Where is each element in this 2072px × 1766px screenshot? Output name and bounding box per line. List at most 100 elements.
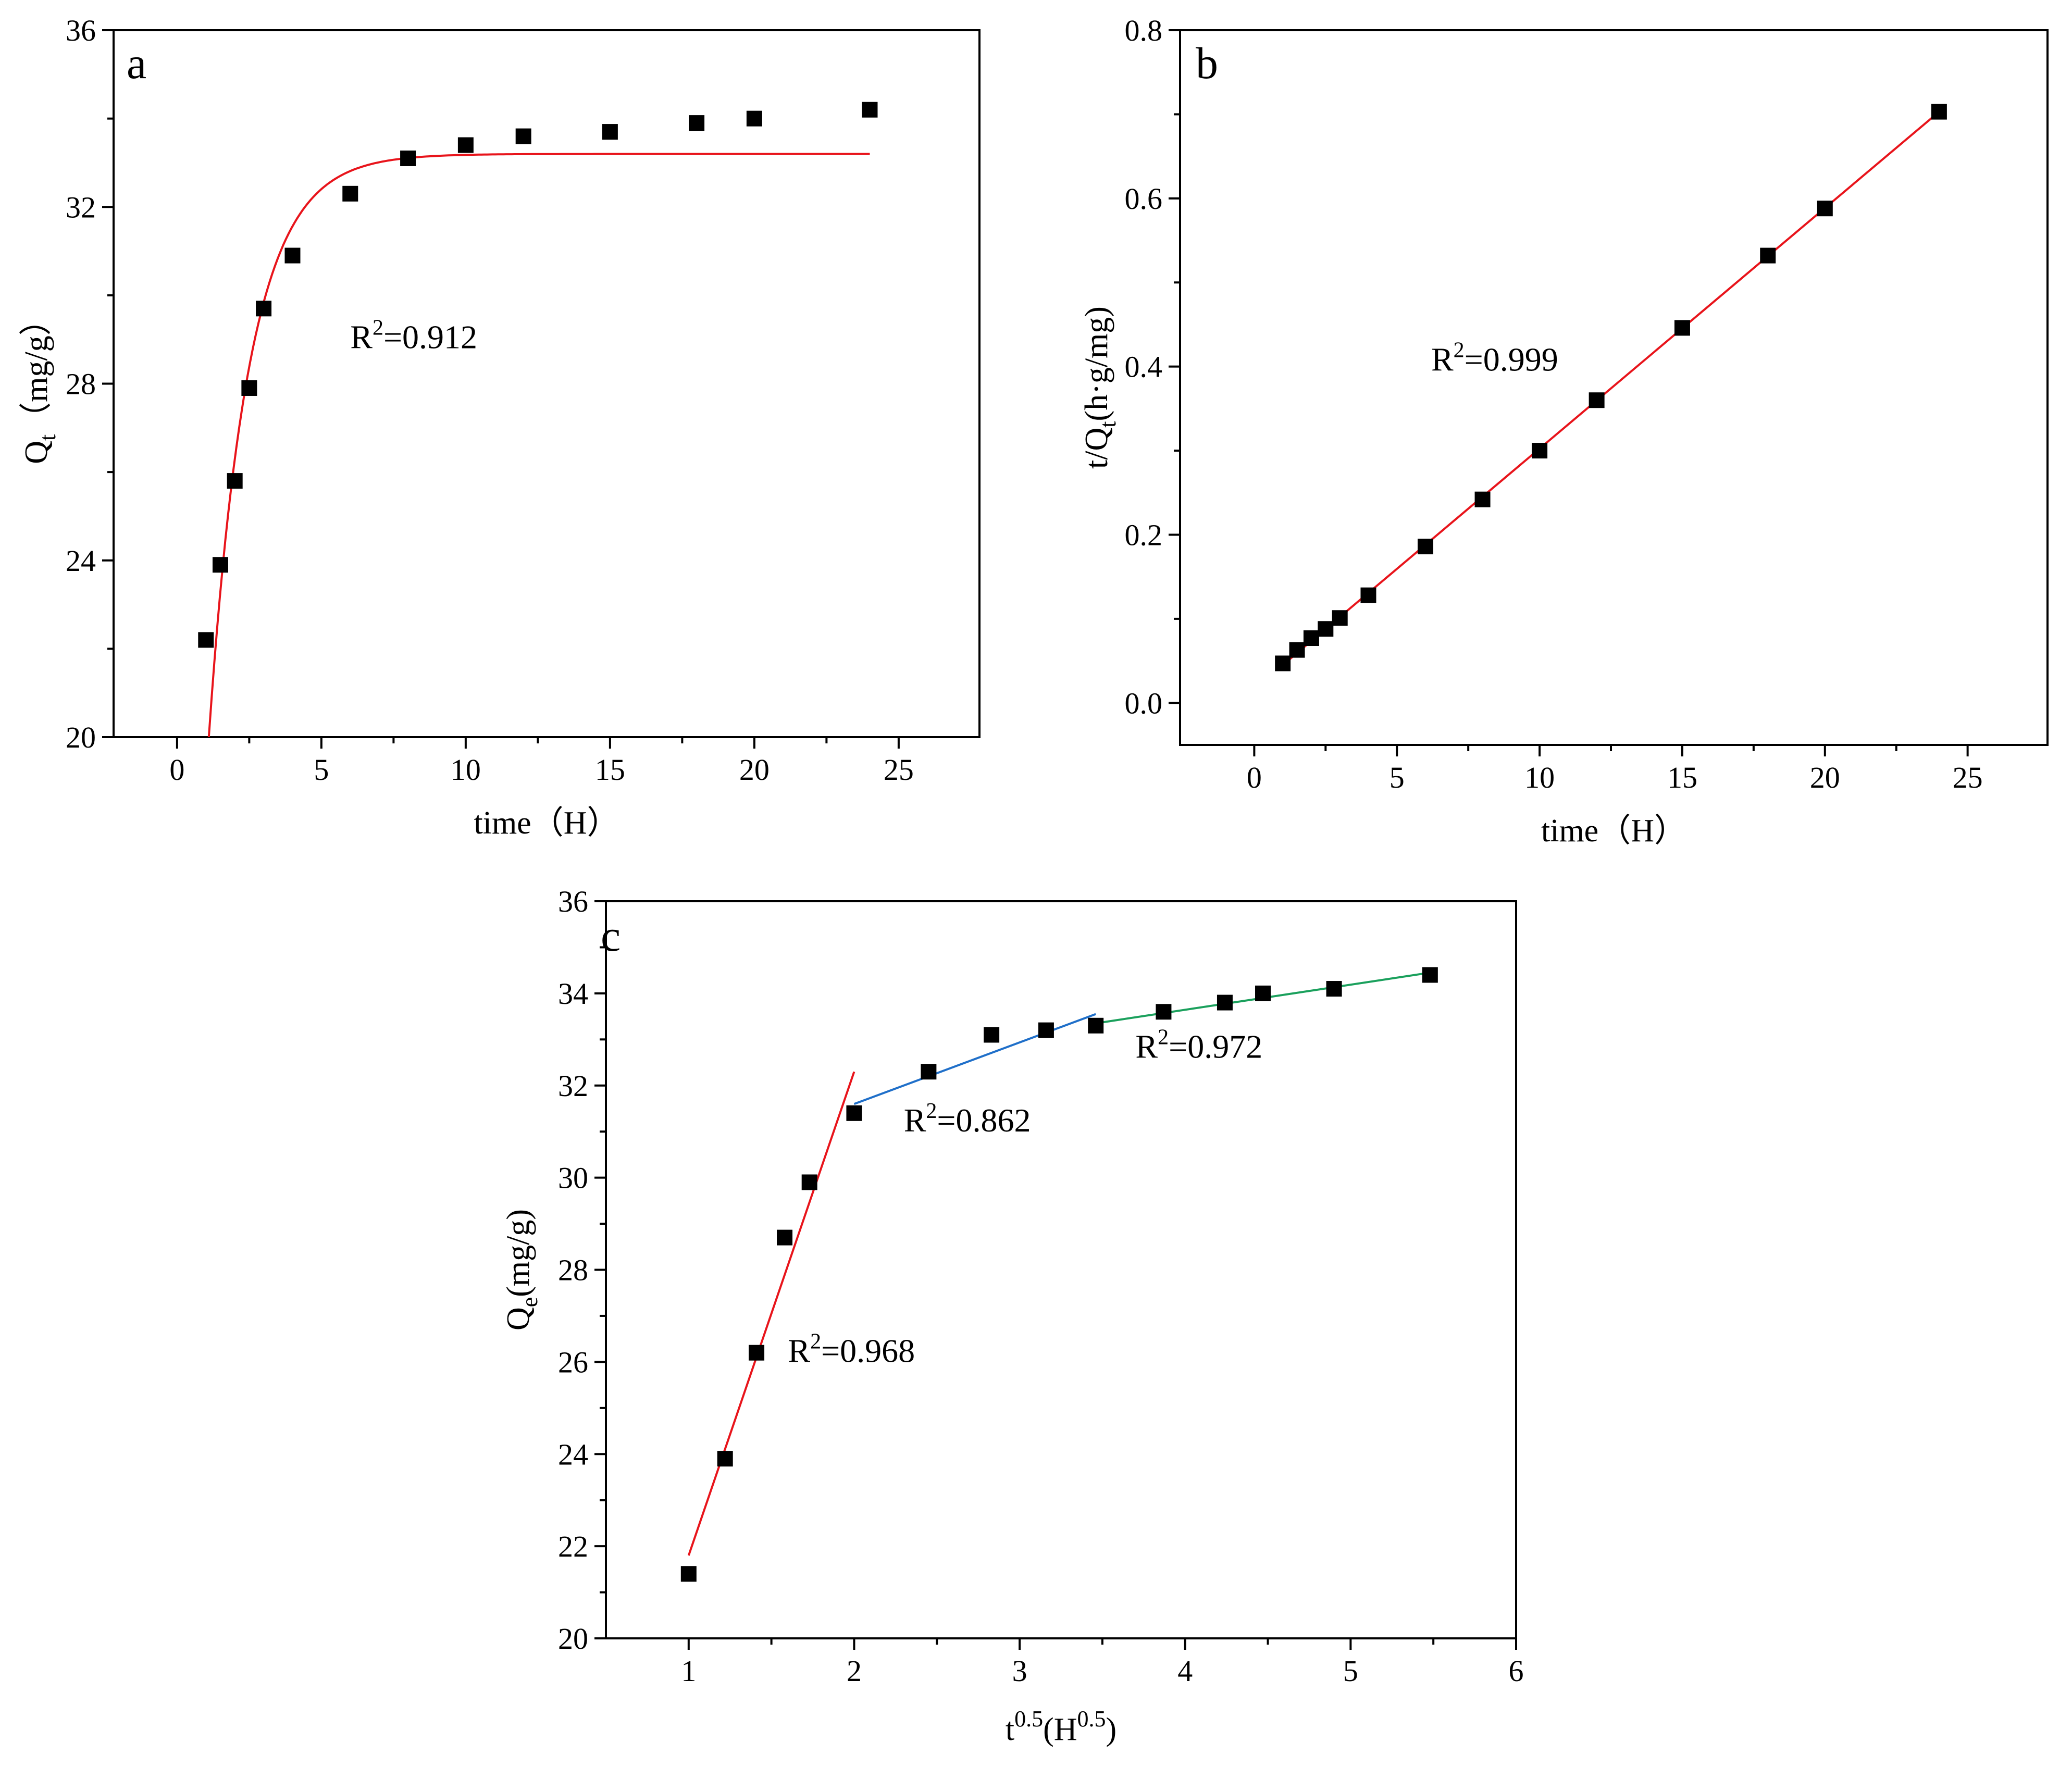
- data-point-a: [256, 301, 272, 317]
- x-tick-label-c: 1: [681, 1654, 696, 1688]
- y-tick-label-b: 0.8: [1125, 14, 1163, 47]
- x-tick-label-a: 5: [314, 753, 329, 787]
- data-point-b: [1360, 587, 1376, 603]
- x-tick-label-a: 25: [884, 753, 914, 787]
- data-point-b: [1318, 621, 1334, 637]
- data-point-a: [602, 124, 618, 140]
- y-tick-label-b: 0.6: [1125, 182, 1163, 216]
- data-point-a: [342, 185, 358, 202]
- panel-letter-b: b: [1196, 38, 1218, 88]
- data-point-b: [1418, 539, 1434, 555]
- x-tick-label-a: 10: [451, 753, 481, 787]
- data-point-c: [749, 1345, 765, 1361]
- r-squared-label-a-1: R2=0.912: [350, 316, 477, 356]
- data-point-b: [1474, 491, 1491, 507]
- y-tick-label-c: 28: [558, 1253, 588, 1287]
- y-tick-label-c: 30: [558, 1161, 588, 1195]
- y-axis-title-b: t/Qt(h·g/mg): [1079, 306, 1121, 469]
- y-tick-label-c: 36: [558, 885, 588, 918]
- y-tick-label-a: 20: [66, 720, 96, 754]
- data-point-a: [212, 557, 228, 573]
- data-point-b: [1332, 610, 1348, 626]
- y-axis-title-a: Qt（mg/g）: [19, 303, 60, 464]
- data-point-b: [1674, 320, 1690, 336]
- y-tick-label-c: 32: [558, 1069, 588, 1103]
- panel-b-chart: 0.0 0.2 0.4 0.6 0.8 0 5 10 15 20 25 R2=0.999 b time（H…: [1079, 14, 2049, 849]
- fit-line-a-1: [207, 153, 870, 737]
- data-point-c: [846, 1105, 862, 1121]
- y-tick-label-c: 20: [558, 1622, 588, 1656]
- y-tick-label-a: 36: [66, 14, 96, 47]
- r-squared-label-c-3: R2=0.972: [1135, 1026, 1262, 1065]
- y-tick-label-b: 0.4: [1125, 350, 1163, 384]
- data-point-c: [984, 1027, 1000, 1043]
- data-point-a: [241, 380, 257, 396]
- panel-letter-c: c: [601, 911, 621, 961]
- data-point-c: [717, 1451, 733, 1467]
- plot-frame-b: [1179, 29, 2049, 746]
- data-point-a: [198, 632, 214, 648]
- data-point-a: [400, 150, 416, 166]
- x-tick-label-c: 6: [1509, 1654, 1524, 1688]
- data-point-a: [515, 128, 531, 144]
- y-tick-label-c: 26: [558, 1345, 588, 1379]
- x-tick-label-c: 3: [1012, 1654, 1027, 1688]
- y-tick-label-b: 0.0: [1125, 686, 1163, 720]
- data-point-c: [801, 1174, 817, 1190]
- r-squared-label-c-1: R2=0.968: [788, 1329, 915, 1369]
- x-tick-label-b: 0: [1247, 761, 1262, 794]
- x-tick-label-b: 5: [1389, 761, 1405, 794]
- y-tick-label-c: 34: [558, 977, 588, 1011]
- y-axis-title-c: Qe(mg/g): [501, 1209, 542, 1330]
- x-tick-label-c: 2: [847, 1654, 862, 1688]
- data-point-c: [1422, 967, 1438, 983]
- data-point-a: [284, 247, 301, 264]
- y-tick-label-c: 22: [558, 1529, 588, 1563]
- panel-a-chart: 20 24 28 32 36 0 5 10 15 20 25 R2=0.912 a time（H） Qt（m…: [19, 14, 981, 841]
- data-point-b: [1532, 443, 1548, 459]
- y-tick-label-a: 32: [66, 190, 96, 224]
- panel-letter-a: a: [127, 38, 146, 88]
- data-point-c: [1088, 1017, 1104, 1034]
- x-tick-label-c: 4: [1177, 1654, 1193, 1688]
- x-tick-label-b: 15: [1667, 761, 1697, 794]
- fit-line-c-2: [853, 1013, 1096, 1105]
- data-point-c: [777, 1229, 793, 1246]
- data-point-c: [921, 1064, 937, 1080]
- x-tick-label-a: 20: [739, 753, 770, 787]
- x-axis-title-b: time（H）: [1541, 813, 1686, 849]
- fit-line-c-1: [687, 1071, 855, 1556]
- data-point-b: [1275, 655, 1291, 671]
- data-point-a: [457, 137, 474, 153]
- data-point-a: [227, 473, 243, 489]
- data-point-c: [1156, 1004, 1172, 1020]
- y-tick-label-a: 28: [66, 367, 96, 401]
- y-tick-label-a: 24: [66, 544, 96, 578]
- data-point-c: [1255, 985, 1271, 1001]
- data-point-c: [680, 1566, 697, 1582]
- x-tick-label-a: 15: [595, 753, 625, 787]
- x-tick-label-a: 0: [169, 753, 184, 787]
- data-point-b: [1303, 630, 1319, 646]
- y-tick-label-c: 24: [558, 1437, 588, 1471]
- x-axis-title-a: time（H）: [474, 805, 619, 841]
- r-squared-label-c-2: R2=0.862: [904, 1099, 1031, 1139]
- x-tick-label-c: 5: [1343, 1654, 1358, 1688]
- x-tick-label-b: 25: [1953, 761, 1983, 794]
- x-axis-title-c: t0.5(H0.5): [1006, 1706, 1116, 1747]
- data-point-a: [862, 102, 878, 118]
- data-point-b: [1589, 392, 1605, 408]
- data-point-b: [1760, 247, 1776, 264]
- data-point-b: [1931, 104, 1947, 120]
- y-tick-label-b: 0.2: [1125, 518, 1163, 552]
- data-point-b: [1289, 642, 1305, 658]
- data-point-a: [689, 115, 705, 131]
- data-point-b: [1817, 201, 1833, 217]
- data-point-c: [1326, 981, 1342, 997]
- data-point-c: [1217, 994, 1233, 1011]
- r-squared-label-b-1: R2=0.999: [1431, 339, 1558, 378]
- data-point-c: [1038, 1022, 1054, 1038]
- x-tick-label-b: 20: [1810, 761, 1840, 794]
- data-point-a: [746, 110, 762, 127]
